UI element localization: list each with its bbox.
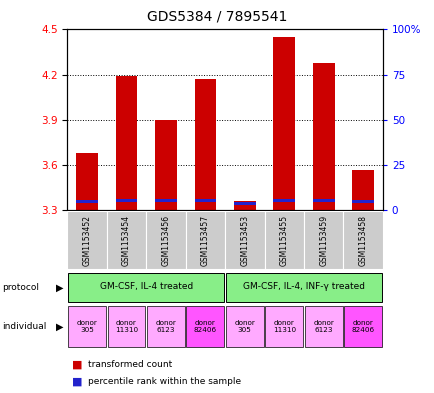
Text: donor
6123: donor 6123 [312, 320, 333, 333]
Bar [352, 200, 373, 204]
Bar [76, 200, 98, 204]
Bar [225, 211, 264, 269]
Bar [194, 198, 216, 202]
Text: GSM1153459: GSM1153459 [319, 215, 327, 266]
Text: donor
11310: donor 11310 [272, 320, 295, 333]
Bar [186, 306, 224, 347]
Bar [342, 211, 382, 269]
Bar [264, 211, 303, 269]
Text: donor
82406: donor 82406 [194, 320, 217, 333]
Bar [146, 211, 185, 269]
Text: donor
305: donor 305 [234, 320, 255, 333]
Text: donor
305: donor 305 [76, 320, 97, 333]
Text: GM-CSF, IL-4, INF-γ treated: GM-CSF, IL-4, INF-γ treated [243, 282, 364, 291]
Bar [185, 211, 225, 269]
Bar [304, 306, 342, 347]
Bar [68, 273, 224, 302]
Text: ▶: ▶ [56, 321, 64, 332]
Text: percentile rank within the sample: percentile rank within the sample [88, 377, 241, 386]
Bar [273, 198, 294, 202]
Text: GSM1153455: GSM1153455 [279, 215, 288, 266]
Bar [68, 306, 106, 347]
Bar [155, 198, 176, 202]
Bar [265, 306, 302, 347]
Bar [107, 211, 146, 269]
Bar [225, 273, 381, 302]
Bar [155, 120, 176, 210]
Text: GSM1153458: GSM1153458 [358, 215, 367, 266]
Text: donor
6123: donor 6123 [155, 320, 176, 333]
Text: individual: individual [2, 322, 46, 331]
Text: ▶: ▶ [56, 282, 64, 292]
Text: GSM1153457: GSM1153457 [201, 215, 210, 266]
Bar [225, 306, 263, 347]
Text: GM-CSF, IL-4 treated: GM-CSF, IL-4 treated [99, 282, 192, 291]
Bar [115, 198, 137, 202]
Bar [312, 62, 334, 210]
Text: GDS5384 / 7895541: GDS5384 / 7895541 [147, 10, 287, 24]
Bar [312, 198, 334, 202]
Text: protocol: protocol [2, 283, 39, 292]
Bar [147, 306, 184, 347]
Bar [194, 79, 216, 210]
Text: GSM1153452: GSM1153452 [82, 215, 92, 266]
Text: donor
82406: donor 82406 [351, 320, 374, 333]
Text: GSM1153454: GSM1153454 [122, 215, 131, 266]
Bar [67, 211, 107, 269]
Text: ■: ■ [72, 376, 82, 386]
Bar [107, 306, 145, 347]
Bar [303, 211, 342, 269]
Text: transformed count: transformed count [88, 360, 172, 369]
Bar [273, 37, 294, 210]
Bar [352, 170, 373, 210]
Bar [233, 201, 255, 210]
Text: GSM1153453: GSM1153453 [240, 215, 249, 266]
Text: ■: ■ [72, 360, 82, 370]
Bar [115, 76, 137, 210]
Text: donor
11310: donor 11310 [115, 320, 138, 333]
Bar [343, 306, 381, 347]
Bar [76, 153, 98, 210]
Bar [233, 202, 255, 205]
Text: GSM1153456: GSM1153456 [161, 215, 170, 266]
